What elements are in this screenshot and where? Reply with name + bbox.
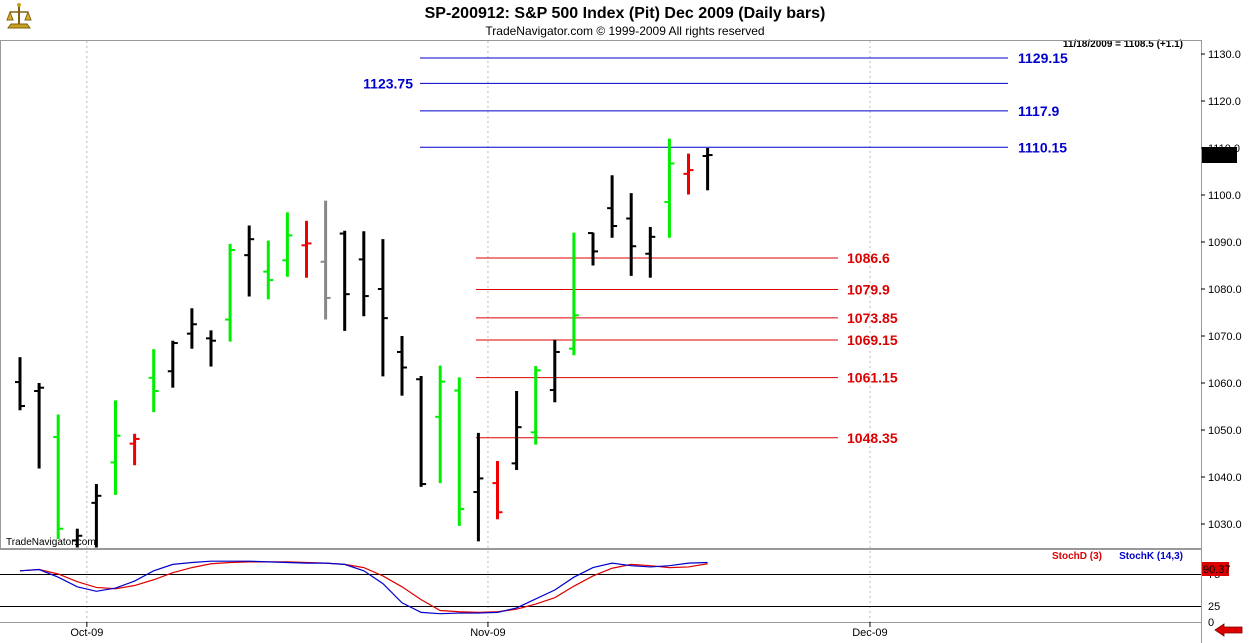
ohlc-bar-32 (626, 193, 637, 276)
ohlc-bar-19 (377, 239, 388, 377)
ohlc-bar-16 (320, 200, 331, 320)
stoch-series-0 (19, 561, 708, 614)
vertical-gridlines (86, 41, 871, 622)
stoch-last-tag: 90.37 (1202, 562, 1231, 576)
ohlc-bar-3 (72, 528, 83, 548)
last-bar-info: 11/18/2009 = 1108.5 (+1.1) (1063, 39, 1183, 50)
price-tick-label-7: 1060.0 (1208, 378, 1242, 390)
ohlc-bar-14 (282, 212, 293, 277)
support-label-5: 1079.9 (847, 281, 890, 297)
ohlc-bar-27 (530, 366, 541, 445)
ohlc-bar-13 (263, 240, 274, 300)
ohlc-bar-5 (110, 400, 121, 495)
watermark: TradeNavigator.com (6, 537, 96, 548)
price-tick-label-3: 1100.0 (1208, 190, 1241, 202)
price-tick-label-5: 1080.0 (1208, 284, 1242, 296)
ohlc-bar-29 (568, 232, 579, 356)
ohlc-bar-31 (607, 175, 618, 238)
resistance-label-2: 1117.9 (1018, 103, 1059, 119)
last-price-tag: 1108.5 (1202, 147, 1237, 163)
chart-title: SP-200912: S&P 500 Index (Pit) Dec 2009 … (425, 5, 826, 22)
ohlc-bar-24 (473, 432, 484, 542)
ohlc-bar-11 (225, 243, 236, 342)
red-left-arrow-icon[interactable] (1214, 623, 1243, 637)
support-label-9: 1048.35 (847, 430, 898, 446)
ohlc-bar-2 (53, 414, 64, 540)
price-tick-label-9: 1040.0 (1208, 472, 1242, 484)
ohlc-bar-0 (15, 357, 25, 411)
ohlc-bar-28 (549, 339, 560, 403)
trading-logo-icon[interactable] (6, 3, 32, 29)
ohlc-bar-21 (416, 375, 427, 487)
ohlc-bar-15 (301, 220, 312, 278)
ohlc-bar-17 (339, 230, 350, 331)
stoch-tick-label-2: 0 (1208, 617, 1214, 629)
ohlc-bar-18 (358, 231, 369, 317)
price-tick-label-1: 1120.0 (1208, 96, 1241, 108)
ohlc-bar-22 (435, 365, 446, 484)
support-label-4: 1086.6 (847, 250, 890, 266)
date-axis: Oct-09 Nov-09 Dec-09 (70, 622, 888, 639)
ohlc-bar-6 (129, 433, 140, 466)
stoch-tick-label-1: 25 (1208, 601, 1220, 613)
stoch-last-value: 90.37 (1203, 564, 1231, 576)
stoch-series-1 (19, 560, 708, 615)
ohlc-bar-35 (683, 153, 694, 195)
price-bars (15, 138, 713, 548)
ohlc-bar-20 (397, 336, 407, 396)
ohlc-bar-23 (454, 377, 465, 526)
support-label-7: 1069.15 (847, 332, 898, 348)
ohlc-bar-25 (492, 461, 503, 520)
ohlc-bar-9 (186, 308, 197, 349)
ohlc-bar-34 (664, 138, 675, 238)
ohlc-bar-12 (244, 225, 255, 297)
price-tick-label-6: 1070.0 (1208, 331, 1242, 343)
last-price-label: 1108.5 (1204, 150, 1237, 162)
ohlc-bar-26 (511, 390, 522, 470)
stochastic-lines (19, 560, 708, 615)
ohlc-bar-10 (206, 330, 216, 367)
stochD-legend: StochD (3) (1052, 551, 1102, 562)
resistance-label-1: 1123.75 (363, 75, 413, 91)
ohlc-bar-36 (702, 148, 713, 191)
price-tick-label-4: 1090.0 (1208, 237, 1242, 249)
ohlc-bar-33 (645, 226, 656, 278)
support-label-8: 1061.15 (847, 370, 898, 386)
date-label-1: Nov-09 (470, 627, 505, 639)
chart-subtitle: TradeNavigator.com © 1999-2009 All right… (485, 24, 764, 38)
support-label-6: 1073.85 (847, 310, 898, 326)
date-label-0: Oct-09 (70, 627, 103, 639)
ohlc-bar-8 (167, 340, 178, 388)
price-tick-label-8: 1050.0 (1208, 425, 1242, 437)
price-tick-label-0: 1130.0 (1208, 49, 1241, 61)
price-tick-label-10: 1030.0 (1208, 519, 1242, 531)
ohlc-bar-30 (588, 232, 598, 266)
ohlc-bar-4 (91, 484, 102, 548)
date-label-2: Dec-09 (852, 627, 887, 639)
price-axis-ticks: 1130.01120.01110.01100.01090.01080.01070… (1201, 49, 1242, 531)
ohlc-bar-1 (34, 383, 45, 469)
stochK-legend: StochK (14,3) (1119, 551, 1183, 562)
ohlc-bar-7 (148, 349, 159, 413)
resistance-label-3: 1110.15 (1018, 139, 1067, 155)
resistance-label-0: 1129.15 (1018, 50, 1068, 66)
